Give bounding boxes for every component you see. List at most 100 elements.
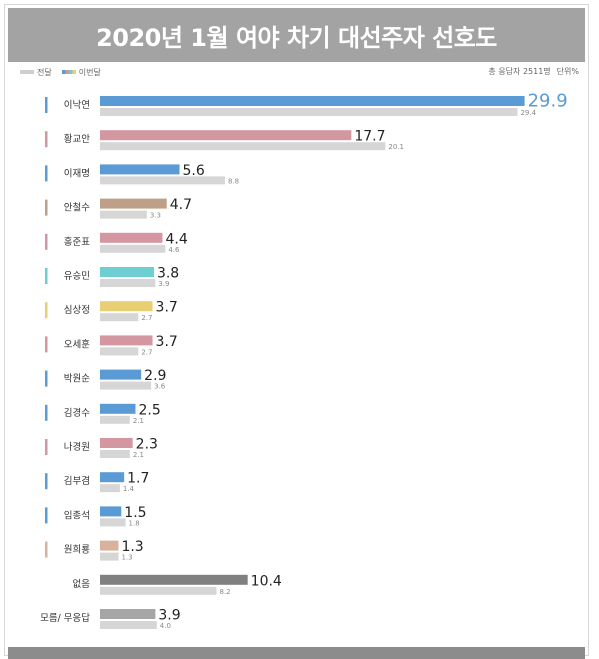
value-label-previous: 29.4 xyxy=(520,109,536,117)
value-label-current: 1.3 xyxy=(121,539,143,555)
bar-previous xyxy=(100,415,130,424)
bar-current xyxy=(100,574,248,585)
bar-previous xyxy=(100,484,120,493)
legend-swatch-previous xyxy=(20,70,34,74)
category-marker xyxy=(45,507,48,524)
value-label-previous: 1.3 xyxy=(121,554,132,562)
value-label-current: 29.9 xyxy=(528,91,568,112)
category-marker xyxy=(45,473,48,490)
value-label-previous: 3.9 xyxy=(158,280,169,288)
category-marker xyxy=(45,268,48,284)
value-label-previous: 4.0 xyxy=(160,622,171,630)
legend-label-current: 이번달 xyxy=(78,67,101,77)
category-marker xyxy=(45,404,48,421)
value-label-current: 3.9 xyxy=(158,608,180,624)
category-marker xyxy=(45,233,48,250)
bar-previous xyxy=(100,621,157,629)
bar-current xyxy=(100,96,525,106)
bar-previous xyxy=(100,347,139,356)
value-label-previous: 2.7 xyxy=(141,348,152,356)
value-label-current: 4.4 xyxy=(165,231,187,247)
bar-previous xyxy=(100,142,386,151)
title-banner: 2020년 1월 여야 차기 대선주자 선호도 xyxy=(8,8,585,62)
category-label: 오세훈 xyxy=(64,338,90,350)
category-label: 심상정 xyxy=(64,305,90,316)
value-label-current: 2.3 xyxy=(136,437,158,453)
bar-previous xyxy=(100,210,147,219)
value-label-previous: 1.8 xyxy=(129,519,140,527)
value-label-previous: 2.1 xyxy=(133,451,144,459)
bar-current xyxy=(100,438,133,448)
bar-current xyxy=(100,472,125,483)
value-label-current: 3.7 xyxy=(156,334,178,350)
category-label: 박원순 xyxy=(64,374,90,385)
category-label: 김경수 xyxy=(64,407,90,419)
bar-previous xyxy=(100,381,152,390)
respondents-note: 총 응답자 2511명 xyxy=(488,67,551,76)
category-label: 이재명 xyxy=(64,168,90,179)
bar-current xyxy=(100,198,167,209)
bar-previous xyxy=(100,313,139,322)
value-label-previous: 2.7 xyxy=(141,314,152,322)
value-label-current: 10.4 xyxy=(251,573,282,589)
value-label-previous: 3.6 xyxy=(154,383,166,391)
category-label: 안철수 xyxy=(64,203,90,214)
value-label-current: 4.7 xyxy=(170,197,192,213)
category-label: 없음 xyxy=(73,578,91,590)
bar-previous xyxy=(100,552,119,561)
bar-previous xyxy=(100,518,126,527)
category-marker xyxy=(45,541,48,558)
category-label: 황교안 xyxy=(64,134,90,145)
bar-current xyxy=(100,130,352,141)
category-marker xyxy=(45,439,48,455)
bar-current xyxy=(100,540,119,551)
value-label-current: 5.6 xyxy=(183,163,205,179)
bar-current xyxy=(100,369,142,380)
value-label-current: 1.7 xyxy=(127,471,149,487)
legend-label-previous: 전달 xyxy=(37,67,52,77)
category-marker xyxy=(45,131,48,148)
value-label-current: 3.7 xyxy=(156,300,178,316)
category-marker xyxy=(45,336,48,353)
value-label-previous: 2.1 xyxy=(133,417,144,425)
bottom-banner xyxy=(8,647,585,659)
legend: 전달 이번달 xyxy=(20,66,101,78)
value-label-previous: 8.8 xyxy=(228,177,239,185)
bar-current xyxy=(100,506,122,517)
bar-current xyxy=(100,232,163,243)
category-label: 홍준표 xyxy=(64,236,90,248)
legend-swatch-current xyxy=(61,70,76,74)
value-label-previous: 4.6 xyxy=(168,246,180,254)
category-label: 임종석 xyxy=(64,509,90,521)
category-marker xyxy=(45,97,48,113)
category-marker xyxy=(45,302,48,319)
category-marker xyxy=(45,199,48,216)
bar-previous xyxy=(100,450,130,458)
bar-current xyxy=(100,609,156,619)
category-marker xyxy=(45,165,48,182)
bar-previous xyxy=(100,108,518,116)
unit-note: 단위% xyxy=(556,67,579,76)
category-marker xyxy=(45,370,48,387)
bar-current xyxy=(100,267,154,277)
bar-previous xyxy=(100,279,156,287)
value-label-current: 3.8 xyxy=(157,266,179,282)
bar-current xyxy=(100,301,153,312)
value-label-previous: 3.3 xyxy=(150,212,161,220)
value-label-current: 2.5 xyxy=(139,402,161,418)
category-label: 모름/ 무응답 xyxy=(40,612,90,624)
category-label: 원희룡 xyxy=(64,545,90,556)
value-label-current: 2.9 xyxy=(144,368,166,384)
chart-meta: 총 응답자 2511명 단위% xyxy=(488,66,579,77)
value-label-previous: 1.4 xyxy=(123,485,135,493)
category-label: 이낙연 xyxy=(64,100,90,111)
value-label-current: 17.7 xyxy=(354,129,385,145)
bar-current xyxy=(100,335,153,346)
value-label-previous: 8.2 xyxy=(219,588,230,596)
category-label: 나경원 xyxy=(64,441,90,453)
bar-previous xyxy=(100,176,225,185)
bar-current xyxy=(100,403,136,414)
bar-current xyxy=(100,164,180,175)
value-label-previous: 20.1 xyxy=(388,143,404,151)
